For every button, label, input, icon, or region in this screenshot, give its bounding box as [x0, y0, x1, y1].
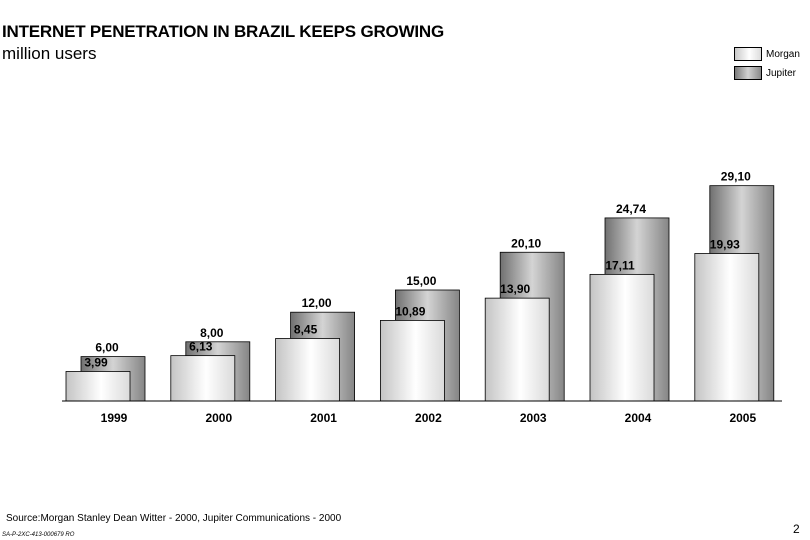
bar-morgan-2001: [275, 338, 341, 402]
source-note: Source:Morgan Stanley Dean Witter - 2000…: [6, 513, 342, 524]
data-label-jupiter-2005: 29,10: [721, 170, 751, 184]
chart-legend: Morgan Jupiter: [734, 46, 800, 84]
x-tick-label-2005: 2005: [729, 411, 756, 425]
x-tick-label-1999: 1999: [101, 411, 128, 425]
data-label-morgan-2005: 19,93: [710, 238, 740, 252]
legend-item-jupiter: Jupiter: [734, 65, 800, 81]
data-label-morgan-2003: 13,90: [500, 282, 530, 296]
x-tick-label-2000: 2000: [205, 411, 232, 425]
data-label-morgan-2002: 10,89: [395, 304, 425, 318]
data-label-morgan-2001: 8,45: [294, 322, 318, 336]
bars-group: [65, 185, 775, 402]
bar-morgan-2000: [170, 355, 236, 402]
document-code: SA-P-2XC-413-000679 RO: [2, 532, 75, 538]
chart-subtitle: million users: [2, 44, 97, 63]
x-tick-label-2003: 2003: [520, 411, 547, 425]
bar-morgan-2003: [484, 297, 550, 402]
x-tick-label-2002: 2002: [415, 411, 442, 425]
legend-item-morgan: Morgan: [734, 46, 800, 62]
bar-morgan-2002: [379, 320, 445, 402]
legend-label-morgan: Morgan: [766, 48, 800, 60]
data-label-jupiter-1999: 6,00: [95, 341, 119, 355]
data-label-jupiter-2001: 12,00: [302, 296, 332, 310]
legend-swatch-jupiter: [734, 66, 762, 80]
page-title: INTERNET PENETRATION IN BRAZIL KEEPS GRO…: [2, 22, 445, 41]
x-tick-labels: 1999 2000 2001 2002 2003 2004 2005: [101, 411, 757, 425]
data-label-jupiter-2002: 15,00: [406, 274, 436, 288]
bar-morgan-2004: [589, 273, 655, 402]
legend-swatch-morgan: [734, 47, 762, 61]
data-label-morgan-2004: 17,11: [605, 258, 635, 272]
page-number: 2: [793, 522, 800, 536]
data-label-morgan-2000: 6,13: [189, 340, 213, 354]
bar-morgan-1999: [65, 371, 131, 402]
data-label-morgan-1999: 3,99: [84, 355, 108, 369]
bar-morgan-2005: [694, 253, 760, 402]
data-labels: 6,003,99 8,006,13 12,00 8,45 15,00 10,89 20,10…: [84, 170, 751, 370]
legend-label-jupiter: Jupiter: [766, 67, 797, 79]
x-tick-label-2001: 2001: [310, 411, 337, 425]
data-label-jupiter-2003: 20,10: [511, 236, 541, 250]
data-label-jupiter-2000: 8,00: [200, 326, 224, 340]
x-tick-label-2004: 2004: [625, 411, 652, 425]
data-label-jupiter-2004: 24,74: [616, 202, 646, 216]
